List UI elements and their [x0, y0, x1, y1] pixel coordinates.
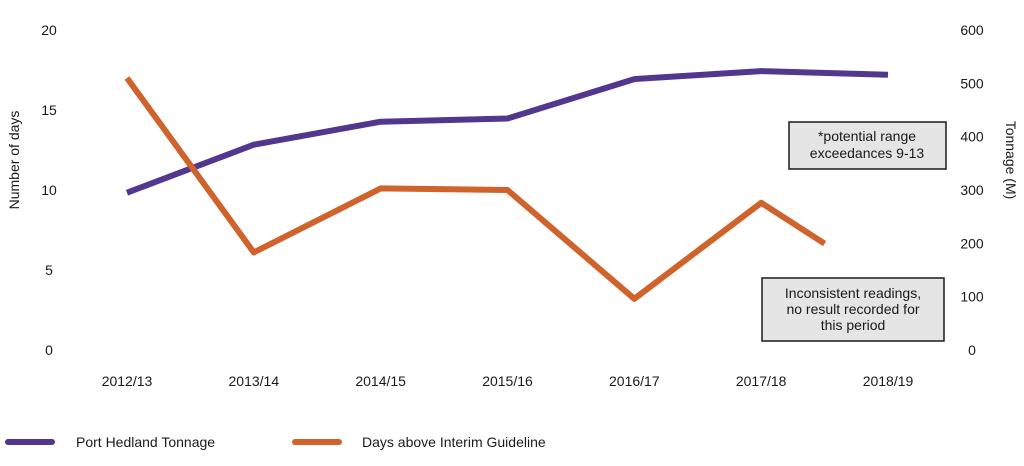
- left-axis-title: Number of days: [6, 111, 22, 210]
- left-tick-label: 5: [45, 262, 53, 278]
- right-tick-label: 200: [960, 235, 984, 251]
- x-tick-label: 2012/13: [102, 373, 153, 389]
- x-tick-label: 2016/17: [609, 373, 660, 389]
- left-tick-label: 15: [41, 102, 57, 118]
- x-tick-label: 2017/18: [736, 373, 787, 389]
- annotation-line: Inconsistent readings,: [785, 285, 921, 301]
- annotation-line: exceedances 9-13: [810, 145, 925, 161]
- legend-label-days: Days above Interim Guideline: [362, 434, 546, 450]
- x-tick-label: 2018/19: [863, 373, 914, 389]
- left-y-axis: 0 5 10 15 20: [41, 22, 57, 358]
- annotation-line: *potential range: [818, 128, 916, 144]
- left-tick-label: 10: [41, 182, 57, 198]
- x-tick-label: 2015/16: [482, 373, 533, 389]
- legend-label-tonnage: Port Hedland Tonnage: [76, 434, 215, 450]
- x-axis: 2012/13 2013/14 2014/15 2015/16 2016/17 2017/…: [102, 373, 914, 389]
- right-tick-label: 0: [968, 342, 976, 358]
- annotation-inconsistent-readings: Inconsistent readings, no result recorde…: [761, 277, 945, 342]
- right-tick-label: 600: [960, 22, 984, 38]
- legend-item-tonnage: Port Hedland Tonnage: [5, 434, 215, 450]
- x-tick-label: 2013/14: [229, 373, 280, 389]
- x-tick-label: 2014/15: [355, 373, 406, 389]
- legend: Port Hedland Tonnage Days above Interim …: [5, 434, 546, 450]
- series-line-days: [124, 76, 827, 302]
- right-tick-label: 100: [960, 289, 984, 305]
- annotation-line: no result recorded for: [786, 301, 919, 317]
- annotation-potential-range: *potential range exceedances 9-13: [788, 121, 947, 170]
- annotation-box: [761, 277, 945, 342]
- right-tick-label: 300: [960, 182, 984, 198]
- series-layer: [124, 68, 889, 302]
- left-tick-label: 20: [41, 22, 57, 38]
- right-tick-label: 500: [960, 75, 984, 91]
- series-line-tonnage: [125, 68, 889, 196]
- annotation-box: [788, 121, 947, 170]
- right-y-axis: 0 100 200 300 400 500 600: [960, 22, 984, 358]
- left-tick-label: 0: [45, 342, 53, 358]
- right-axis-title: Tonnage (M): [1003, 121, 1019, 200]
- right-tick-label: 400: [960, 129, 984, 145]
- annotation-line: this period: [821, 317, 886, 333]
- legend-item-days: Days above Interim Guideline: [292, 434, 546, 450]
